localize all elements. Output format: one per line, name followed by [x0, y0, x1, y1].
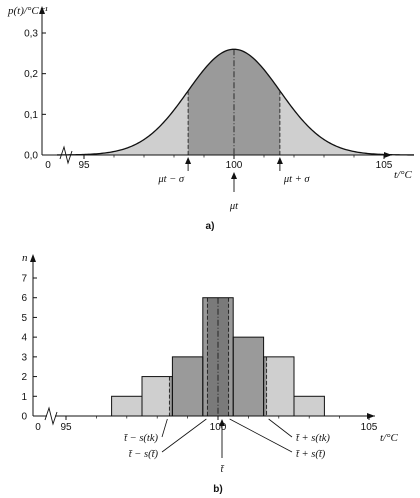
y-tick-label-b: 2: [21, 372, 27, 383]
annotation-mu-plus-sigma: μt + σ: [283, 174, 311, 185]
panel-a-normal-distribution: 0,0 0,1 0,2 0,3 0 95 100 105 p(t)/°C⁻¹ t/°C μt …: [7, 5, 414, 232]
axes-a: 0,0 0,1 0,2 0,3 0 95 100 105: [24, 6, 393, 192]
y-tick-label-b: 1: [21, 392, 27, 403]
annotation-tbar: t̄: [221, 464, 225, 475]
annotation-tbar-plus-s-tbar: t̄ + s(t̄): [296, 449, 326, 460]
arrow-mu-head: [231, 172, 237, 179]
x-axis-break-a: [59, 145, 73, 165]
y-tick-label-a: 0,0: [24, 151, 38, 162]
y-tick-label-b: 5: [21, 313, 27, 324]
y-axis-arrow-a: [39, 6, 45, 14]
panel-b-histogram: 0 1 2 3 4 5 6 7 0 95 100 105 n t/°C t̄ − s(tk) t̄ −…: [21, 252, 398, 495]
histogram-bar-mid-shade: [172, 356, 203, 416]
arrow-mu-minus-sigma-head: [185, 157, 192, 164]
y-axis-arrow-b: [30, 254, 36, 262]
x-tick-label-a: 100: [226, 160, 243, 171]
x-tick-label-a: 0: [45, 160, 51, 171]
leader-tbar-plus-s-tbar: [229, 418, 293, 453]
x-tick-label-a: 105: [376, 160, 393, 171]
x-tick-label-a: 95: [78, 160, 90, 171]
y-axis-label-b: n: [22, 252, 28, 264]
x-axis-arrow-b: [367, 413, 375, 419]
y-tick-label-b: 4: [21, 333, 27, 344]
x-tick-label-b: 0: [35, 422, 41, 433]
x-axis-label-b: t/°C: [380, 432, 399, 444]
annotation-tbar-plus-s-tk: t̄ + s(tk): [296, 433, 330, 444]
y-tick-label-a: 0,2: [24, 69, 38, 80]
x-tick-label-b: 95: [60, 422, 72, 433]
annotation-tbar-minus-s-tbar: t̄ − s(t̄): [129, 449, 159, 460]
annotation-mu: μt: [229, 201, 239, 212]
density-curve: [56, 48, 414, 156]
x-axis-arrow-a: [384, 152, 392, 158]
leader-tbar-plus-s-tk: [268, 418, 293, 438]
histogram-bar: [263, 356, 294, 416]
x-axis-label-a: t/°C: [394, 169, 413, 181]
leader-tbar-minus-s-tk: [161, 418, 168, 438]
arrow-mu-plus-sigma-head: [276, 157, 283, 164]
annotation-tbar-minus-s-tk: t̄ − s(tk): [124, 433, 158, 444]
histogram-bar-mid-shade: [263, 356, 267, 416]
histogram-bar: [142, 376, 173, 416]
y-tick-label-a: 0,3: [24, 29, 38, 40]
y-tick-label-b: 0: [21, 412, 27, 423]
x-axis-break-b: [44, 406, 58, 426]
y-tick-label-b: 3: [21, 352, 27, 363]
annotation-mu-minus-sigma: μt − σ: [157, 174, 185, 185]
leader-tbar-minus-s-tbar: [161, 418, 207, 453]
histogram-bar: [111, 396, 142, 416]
panel-label-b: b): [213, 484, 222, 495]
arrow-tbar-head: [219, 419, 225, 426]
x-tick-label-b: 100: [210, 422, 227, 433]
x-tick-label-b: 105: [361, 422, 378, 433]
histogram-bar: [294, 396, 325, 416]
y-tick-label-b: 7: [21, 274, 27, 285]
y-tick-label-b: 6: [21, 293, 27, 304]
panel-label-a: a): [206, 221, 215, 232]
histogram-bar-mid-shade: [169, 376, 173, 416]
axes-b: 0 1 2 3 4 5 6 7 0 95 100 105: [21, 254, 378, 458]
y-tick-label-a: 0,1: [24, 110, 38, 121]
histogram-bars: [111, 297, 325, 417]
y-axis-label-a: p(t)/°C⁻¹: [7, 5, 48, 17]
histogram-bar-mid-shade: [233, 337, 264, 416]
